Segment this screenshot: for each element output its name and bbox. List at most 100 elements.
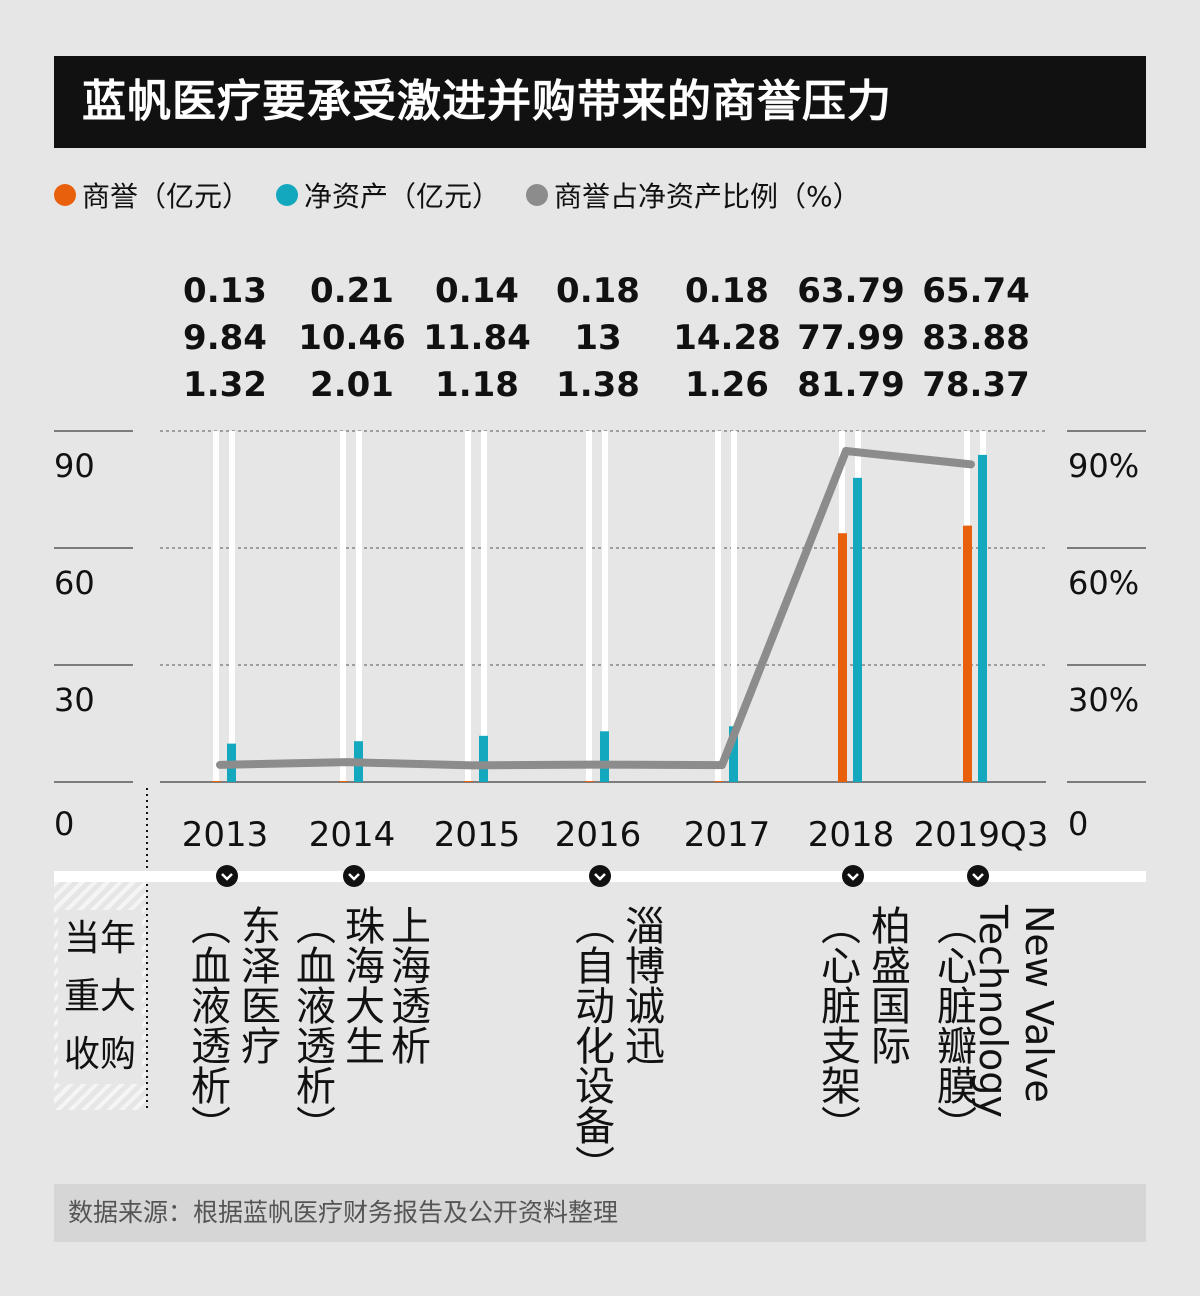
- legend-label-ratio: 商誉占净资产比例（%）: [554, 180, 861, 213]
- chart-title: 蓝帆医疗要承受激进并购带来的商誉压力: [54, 56, 1146, 148]
- goodwill-value: 0.18: [556, 271, 640, 311]
- goodwill-value: 0.21: [310, 271, 394, 311]
- net-assets-value: 77.99: [797, 318, 905, 358]
- right-axis-label: 30%: [1068, 681, 1139, 719]
- legend-item-ratio: 商誉占净资产比例（%）: [526, 175, 861, 215]
- right-axis-label: 0: [1068, 805, 1088, 843]
- net-assets-value: 14.28: [673, 318, 781, 358]
- chevron-down-icon: [216, 865, 238, 887]
- chevron-down-icon: [221, 873, 233, 881]
- year-tick-label: 2019Q3: [914, 815, 1049, 855]
- value-column-2017: 0.18 14.28 1.26: [667, 268, 787, 409]
- ratio-value: 1.18: [435, 365, 519, 405]
- chevron-down-icon: [847, 873, 859, 881]
- goodwill-bar: [464, 781, 473, 782]
- goodwill-bar: [339, 781, 348, 782]
- bar-track: [715, 431, 721, 782]
- left-axis-label: 60: [54, 564, 95, 602]
- chevron-down-icon: [594, 873, 606, 881]
- legend-label-goodwill: 商誉（亿元）: [82, 180, 251, 213]
- legend-label-net-assets: 净资产（亿元）: [304, 180, 501, 213]
- ratio-value: 1.32: [183, 365, 267, 405]
- legend-swatch-goodwill: [54, 184, 76, 206]
- goodwill-value: 0.18: [685, 271, 769, 311]
- ratio-value: 2.01: [310, 365, 394, 405]
- bar-track: [602, 431, 608, 782]
- year-tick-label: 2016: [555, 815, 642, 855]
- acquisition-2013-note: （血液透析）: [184, 905, 230, 1145]
- bar-track: [356, 431, 362, 782]
- right-axis-label: 90%: [1068, 447, 1139, 485]
- data-source: 数据来源：根据蓝帆医疗财务报告及公开资料整理: [54, 1184, 1146, 1242]
- acquisition-2014-name2: 珠海大生: [338, 905, 384, 1065]
- right-axis-label: 60%: [1068, 564, 1139, 602]
- legend-item-goodwill: 商誉（亿元）: [54, 175, 250, 215]
- acquisitions-side-label: 当年重大收购: [54, 882, 146, 1110]
- chevron-down-icon: [348, 873, 360, 881]
- legend-swatch-ratio: [526, 184, 549, 206]
- net-assets-value: 10.46: [298, 318, 406, 358]
- bar-track: [481, 431, 487, 782]
- ratio-value: 78.37: [922, 365, 1030, 405]
- year-tick-label: 2018: [808, 815, 895, 855]
- goodwill-value: 0.14: [435, 271, 519, 311]
- year-tick-label: 2013: [182, 815, 269, 855]
- value-column-2019q3: 65.74 83.88 78.37: [916, 268, 1036, 409]
- net-assets-value: 83.88: [922, 318, 1030, 358]
- goodwill-value: 0.13: [183, 271, 267, 311]
- bar-track: [340, 431, 346, 782]
- net-assets-bar: [853, 477, 862, 782]
- goodwill-bar: [212, 781, 221, 782]
- left-axis-label: 30: [54, 681, 95, 719]
- year-tick-label: 2014: [309, 815, 396, 855]
- bar-track: [465, 431, 471, 782]
- value-column-2016: 0.18 13 1.38: [538, 268, 658, 409]
- net-assets-value: 9.84: [183, 318, 267, 358]
- value-column-2014: 0.21 10.46 2.01: [292, 268, 412, 409]
- acquisition-2014-name: 上海透析: [384, 905, 430, 1065]
- year-tick-label: 2015: [434, 815, 521, 855]
- ratio-value: 1.26: [685, 365, 769, 405]
- goodwill-value: 63.79: [797, 271, 905, 311]
- bar-track: [213, 431, 219, 782]
- acquisition-2016-name: 淄博诚迅: [618, 905, 664, 1065]
- legend-item-net-assets: 净资产（亿元）: [276, 175, 500, 215]
- ratio-value: 1.38: [556, 365, 640, 405]
- acquisition-2013-name: 东泽医疗: [234, 905, 280, 1065]
- left-axis-label: 0: [54, 805, 74, 843]
- net-assets-bar: [978, 454, 987, 782]
- net-assets-bar: [600, 731, 609, 782]
- acquisition-2016-note: （自动化设备）: [568, 905, 614, 1185]
- acquisitions-side-label-text: 当年重大收购: [58, 910, 142, 1084]
- chevron-down-icon: [343, 865, 365, 887]
- net-assets-bar: [479, 735, 488, 782]
- bar-track: [731, 431, 737, 782]
- acquisition-2018-note: （心脏支架）: [814, 905, 860, 1145]
- bar-track: [229, 431, 235, 782]
- acquisition-2019q3-name: New Valve Technology: [971, 905, 1061, 1118]
- legend-swatch-net-assets: [276, 184, 299, 206]
- net-assets-value: 11.84: [423, 318, 531, 358]
- goodwill-bar: [838, 533, 847, 782]
- chevron-down-icon: [589, 865, 611, 887]
- chevron-down-icon: [972, 873, 984, 881]
- goodwill-bar: [714, 781, 723, 782]
- acquisition-2018-name: 柏盛国际: [864, 905, 910, 1065]
- value-column-2015: 0.14 11.84 1.18: [417, 268, 537, 409]
- chevron-down-icon: [842, 865, 864, 887]
- chevron-down-icon: [967, 865, 989, 887]
- acquisition-2019q3-note: （心脏瓣膜）: [930, 905, 976, 1145]
- ratio-value: 81.79: [797, 365, 905, 405]
- value-column-2013: 0.13 9.84 1.32: [165, 268, 285, 409]
- value-column-2018: 63.79 77.99 81.79: [791, 268, 911, 409]
- legend: 商誉（亿元） 净资产（亿元） 商誉占净资产比例（%）: [54, 170, 887, 220]
- goodwill-value: 65.74: [922, 271, 1030, 311]
- net-assets-value: 13: [574, 318, 622, 358]
- goodwill-bar: [963, 525, 972, 782]
- year-tick-label: 2017: [684, 815, 771, 855]
- acquisition-2014-note: （血液透析）: [289, 905, 335, 1145]
- left-axis-label: 90: [54, 447, 95, 485]
- goodwill-bar: [585, 781, 594, 782]
- net-assets-bar: [729, 726, 738, 782]
